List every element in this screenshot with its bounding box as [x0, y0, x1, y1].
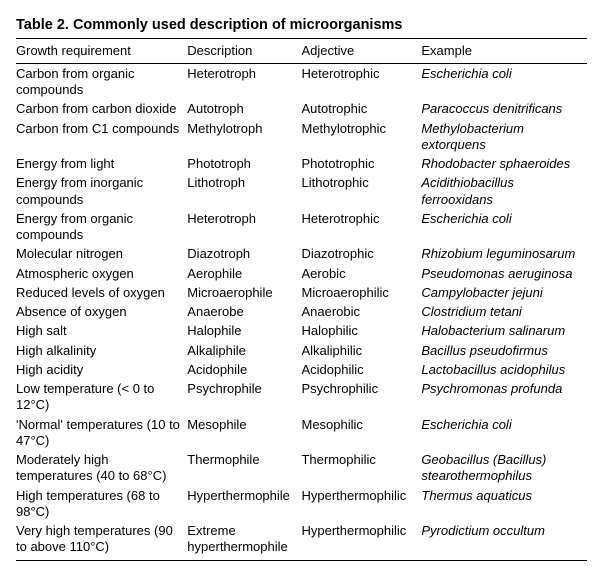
cell-adjective: Acidophilic — [301, 360, 421, 379]
cell-growth-requirement: Very high temperatures (90 to above 110°… — [16, 522, 187, 561]
cell-adjective: Halophilic — [301, 322, 421, 341]
table-row: High alkalinityAlkaliphileAlkaliphilicBa… — [16, 341, 587, 360]
table-row: High saltHalophileHalophilicHalobacteriu… — [16, 322, 587, 341]
cell-description: Lithotroph — [187, 174, 301, 210]
cell-growth-requirement: 'Normal' temperatures (10 to 47°C) — [16, 415, 187, 451]
cell-example: Bacillus pseudofirmus — [421, 341, 587, 360]
table-row: Energy from lightPhototrophPhototrophicR… — [16, 155, 587, 174]
cell-growth-requirement: Reduced levels of oxygen — [16, 283, 187, 302]
cell-description: Autotroph — [187, 100, 301, 119]
microorganism-table: Growth requirement Description Adjective… — [16, 38, 587, 561]
cell-adjective: Heterotrophic — [301, 64, 421, 100]
cell-adjective: Hyperthermophilic — [301, 522, 421, 561]
table-row: Very high temperatures (90 to above 110°… — [16, 522, 587, 561]
cell-example: Escherichia coli — [421, 415, 587, 451]
cell-growth-requirement: Atmospheric oxygen — [16, 264, 187, 283]
cell-growth-requirement: Energy from organic compounds — [16, 209, 187, 245]
table-row: Carbon from organic compoundsHeterotroph… — [16, 64, 587, 100]
table-row: Energy from organic compoundsHeterotroph… — [16, 209, 587, 245]
cell-example: Acidithiobacillus ferrooxidans — [421, 174, 587, 210]
cell-growth-requirement: High temperatures (68 to 98°C) — [16, 486, 187, 522]
cell-example: Pseudomonas aeruginosa — [421, 264, 587, 283]
cell-description: Heterotroph — [187, 64, 301, 100]
col-description: Description — [187, 39, 301, 64]
table-header-row: Growth requirement Description Adjective… — [16, 39, 587, 64]
col-example: Example — [421, 39, 587, 64]
table-row: Moderately high temperatures (40 to 68°C… — [16, 451, 587, 487]
cell-example: Escherichia coli — [421, 64, 587, 100]
cell-example: Pyrodictium occultum — [421, 522, 587, 561]
cell-description: Methylotroph — [187, 119, 301, 155]
cell-adjective: Lithotrophic — [301, 174, 421, 210]
cell-adjective: Heterotrophic — [301, 209, 421, 245]
cell-example: Methylobacterium extorquens — [421, 119, 587, 155]
cell-example: Clostridium tetani — [421, 303, 587, 322]
cell-example: Campylobacter jejuni — [421, 283, 587, 302]
cell-example: Paracoccus denitrificans — [421, 100, 587, 119]
cell-growth-requirement: High salt — [16, 322, 187, 341]
cell-adjective: Psychrophilic — [301, 380, 421, 416]
cell-growth-requirement: Carbon from organic compounds — [16, 64, 187, 100]
cell-example: Escherichia coli — [421, 209, 587, 245]
table-row: High acidityAcidophileAcidophilicLactoba… — [16, 360, 587, 379]
table-row: Energy from inorganic compoundsLithotrop… — [16, 174, 587, 210]
cell-adjective: Alkaliphilic — [301, 341, 421, 360]
cell-description: Psychrophile — [187, 380, 301, 416]
cell-growth-requirement: Carbon from C1 compounds — [16, 119, 187, 155]
table-row: Carbon from C1 compoundsMethylotrophMeth… — [16, 119, 587, 155]
cell-adjective: Autotrophic — [301, 100, 421, 119]
table-row: Atmospheric oxygenAerophileAerobicPseudo… — [16, 264, 587, 283]
cell-description: Thermophile — [187, 451, 301, 487]
cell-description: Anaerobe — [187, 303, 301, 322]
cell-description: Mesophile — [187, 415, 301, 451]
cell-growth-requirement: High acidity — [16, 360, 187, 379]
table-row: Molecular nitrogenDiazotrophDiazotrophic… — [16, 245, 587, 264]
col-adjective: Adjective — [301, 39, 421, 64]
table-row: Low temperature (< 0 to 12°C)Psychrophil… — [16, 380, 587, 416]
cell-growth-requirement: Molecular nitrogen — [16, 245, 187, 264]
cell-growth-requirement: Absence of oxygen — [16, 303, 187, 322]
cell-adjective: Thermophilic — [301, 451, 421, 487]
cell-example: Psychromonas profunda — [421, 380, 587, 416]
cell-adjective: Microaerophilic — [301, 283, 421, 302]
cell-growth-requirement: Low temperature (< 0 to 12°C) — [16, 380, 187, 416]
cell-growth-requirement: Energy from inorganic compounds — [16, 174, 187, 210]
table-row: 'Normal' temperatures (10 to 47°C)Mesoph… — [16, 415, 587, 451]
cell-growth-requirement: Moderately high temperatures (40 to 68°C… — [16, 451, 187, 487]
table-title: Table 2. Commonly used description of mi… — [16, 16, 587, 34]
cell-adjective: Aerobic — [301, 264, 421, 283]
cell-adjective: Anaerobic — [301, 303, 421, 322]
cell-example: Halobacterium salinarum — [421, 322, 587, 341]
cell-description: Hyperthermophile — [187, 486, 301, 522]
cell-growth-requirement: High alkalinity — [16, 341, 187, 360]
cell-adjective: Hyperthermophilic — [301, 486, 421, 522]
col-growth-requirement: Growth requirement — [16, 39, 187, 64]
table-row: Reduced levels of oxygenMicroaerophileMi… — [16, 283, 587, 302]
cell-description: Aerophile — [187, 264, 301, 283]
cell-description: Alkaliphile — [187, 341, 301, 360]
cell-description: Phototroph — [187, 155, 301, 174]
cell-description: Diazotroph — [187, 245, 301, 264]
cell-example: Lactobacillus acidophilus — [421, 360, 587, 379]
table-row: Carbon from carbon dioxideAutotrophAutot… — [16, 100, 587, 119]
cell-description: Extreme hyperthermophile — [187, 522, 301, 561]
cell-example: Rhodobacter sphaeroides — [421, 155, 587, 174]
cell-adjective: Methylotrophic — [301, 119, 421, 155]
cell-example: Thermus aquaticus — [421, 486, 587, 522]
table-row: Absence of oxygenAnaerobeAnaerobicClostr… — [16, 303, 587, 322]
cell-example: Geobacillus (Bacillus) stearothermophilu… — [421, 451, 587, 487]
cell-adjective: Phototrophic — [301, 155, 421, 174]
cell-adjective: Diazotrophic — [301, 245, 421, 264]
cell-description: Acidophile — [187, 360, 301, 379]
cell-description: Heterotroph — [187, 209, 301, 245]
cell-adjective: Mesophilic — [301, 415, 421, 451]
cell-growth-requirement: Carbon from carbon dioxide — [16, 100, 187, 119]
cell-description: Halophile — [187, 322, 301, 341]
cell-description: Microaerophile — [187, 283, 301, 302]
cell-growth-requirement: Energy from light — [16, 155, 187, 174]
table-row: High temperatures (68 to 98°C)Hypertherm… — [16, 486, 587, 522]
cell-example: Rhizobium leguminosarum — [421, 245, 587, 264]
